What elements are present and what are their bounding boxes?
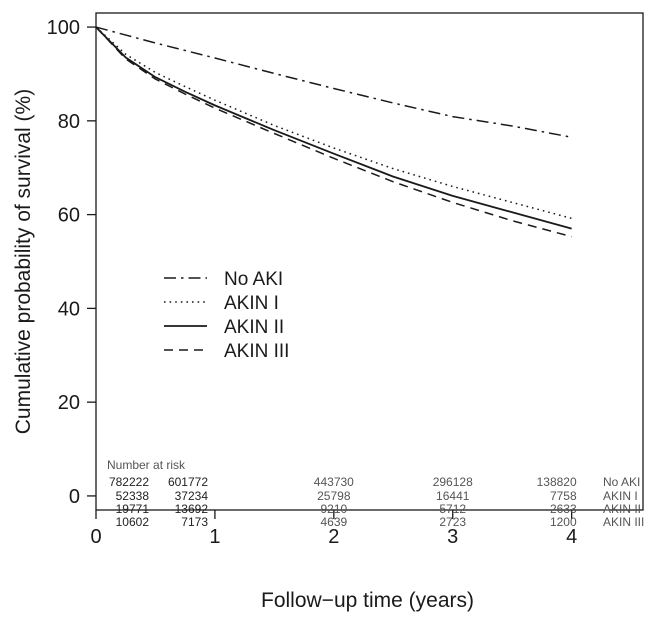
risk-table-value: 5712 — [439, 502, 466, 516]
risk-table-value: 13692 — [175, 502, 209, 516]
risk-table: Number at risk 782222 601772 443730 296128 1… — [107, 458, 644, 529]
plot-border — [95, 12, 644, 511]
risk-table-value: 52338 — [116, 489, 150, 503]
series-lines — [95, 26, 572, 238]
risk-table-value: 25798 — [317, 489, 351, 503]
y-tick-label: 60 — [58, 205, 80, 227]
y-tick-label: 20 — [58, 392, 80, 414]
y-tick-label: 80 — [58, 111, 80, 133]
risk-table-value: 16441 — [436, 489, 470, 503]
plot-area — [95, 12, 644, 511]
y-tick-label: 0 — [69, 486, 80, 508]
risk-table-value: 19771 — [116, 502, 150, 516]
risk-table-value: 296128 — [433, 475, 473, 489]
x-axis: 0 1 2 3 4 — [90, 510, 577, 548]
x-tick-label: 3 — [447, 526, 458, 548]
risk-table-row-label: No AKI — [603, 475, 640, 489]
risk-table-value: 10602 — [116, 515, 150, 529]
y-tick-label: 100 — [47, 17, 80, 39]
risk-table-value: 1200 — [550, 515, 577, 529]
series-line-no-aki — [95, 26, 572, 138]
risk-table-value: 443730 — [314, 475, 354, 489]
risk-table-row-label: AKIN III — [603, 515, 644, 529]
legend: No AKI AKIN I AKIN II AKIN III — [164, 269, 289, 362]
risk-table-value: 9210 — [320, 502, 347, 516]
risk-table-row-label: AKIN II — [603, 502, 641, 516]
x-tick-label: 0 — [90, 526, 101, 548]
risk-table-value: 7758 — [550, 489, 577, 503]
legend-label: AKIN III — [224, 341, 289, 362]
y-axis-title: Cumulative probability of survival (%) — [12, 89, 35, 434]
legend-label: AKIN II — [224, 317, 284, 338]
y-tick-label: 40 — [58, 298, 80, 320]
series-line-akin-iii — [95, 26, 572, 238]
x-tick-label: 4 — [566, 526, 577, 548]
series-line-akin-i — [95, 26, 572, 220]
series-line-akin-ii — [95, 26, 572, 230]
risk-table-value: 4639 — [320, 515, 347, 529]
risk-table-value: 2633 — [550, 502, 577, 516]
risk-table-value: 7173 — [181, 515, 208, 529]
risk-table-value: 37234 — [175, 489, 209, 503]
risk-table-row-label: AKIN I — [603, 489, 638, 503]
risk-table-value: 601772 — [168, 475, 208, 489]
x-axis-title: Follow−up time (years) — [261, 589, 474, 612]
legend-label: No AKI — [224, 269, 283, 290]
risk-table-value: 138820 — [537, 475, 577, 489]
risk-table-title: Number at risk — [107, 458, 186, 472]
legend-label: AKIN I — [224, 293, 279, 314]
y-axis: 0 20 40 60 80 100 — [47, 17, 96, 508]
risk-table-value: 782222 — [109, 475, 149, 489]
x-tick-label: 2 — [328, 526, 339, 548]
risk-table-value: 2723 — [439, 515, 466, 529]
x-tick-label: 1 — [209, 526, 220, 548]
